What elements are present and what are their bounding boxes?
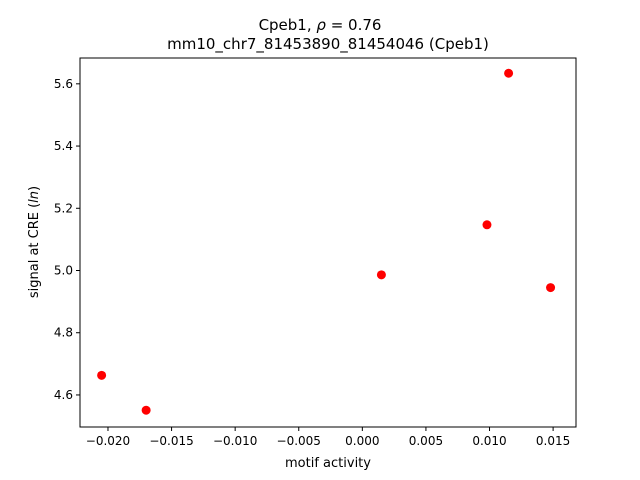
x-tick-label: 0.010	[472, 434, 506, 448]
y-tick-label: 4.6	[54, 388, 73, 402]
data-point	[482, 220, 492, 230]
x-axis: −0.020 −0.015 −0.010 −0.005 0.000 0.005 0.010 0…	[86, 427, 570, 448]
x-axis-label: motif activity	[285, 456, 371, 471]
chart-title-line1: Cpeb1, ρ = 0.76	[259, 16, 382, 34]
y-tick-label: 5.0	[54, 264, 73, 278]
data-point	[546, 283, 556, 293]
data-point	[376, 270, 386, 280]
chart-title-line2: mm10_chr7_81453890_81454046 (Cpeb1)	[167, 35, 489, 54]
x-tick-label: −0.020	[86, 434, 130, 448]
data-point	[504, 68, 514, 78]
y-tick-label: 4.8	[54, 326, 73, 340]
plot-area	[97, 68, 556, 415]
x-tick-label: 0.000	[345, 434, 379, 448]
y-tick-label: 5.6	[54, 77, 73, 91]
data-point	[141, 405, 151, 415]
data-point	[97, 370, 107, 380]
x-tick-label: −0.005	[277, 434, 321, 448]
x-tick-label: 0.005	[409, 434, 443, 448]
x-tick-label: 0.015	[536, 434, 570, 448]
y-tick-label: 5.2	[54, 201, 73, 215]
y-axis: 4.6 4.8 5.0 5.2 5.4 5.6	[54, 77, 80, 402]
axes-frame	[79, 57, 577, 428]
y-tick-label: 5.4	[54, 139, 73, 153]
y-axis-label: signal at CRE (ln)	[27, 186, 42, 298]
x-tick-label: −0.015	[149, 434, 193, 448]
x-tick-label: −0.010	[213, 434, 257, 448]
